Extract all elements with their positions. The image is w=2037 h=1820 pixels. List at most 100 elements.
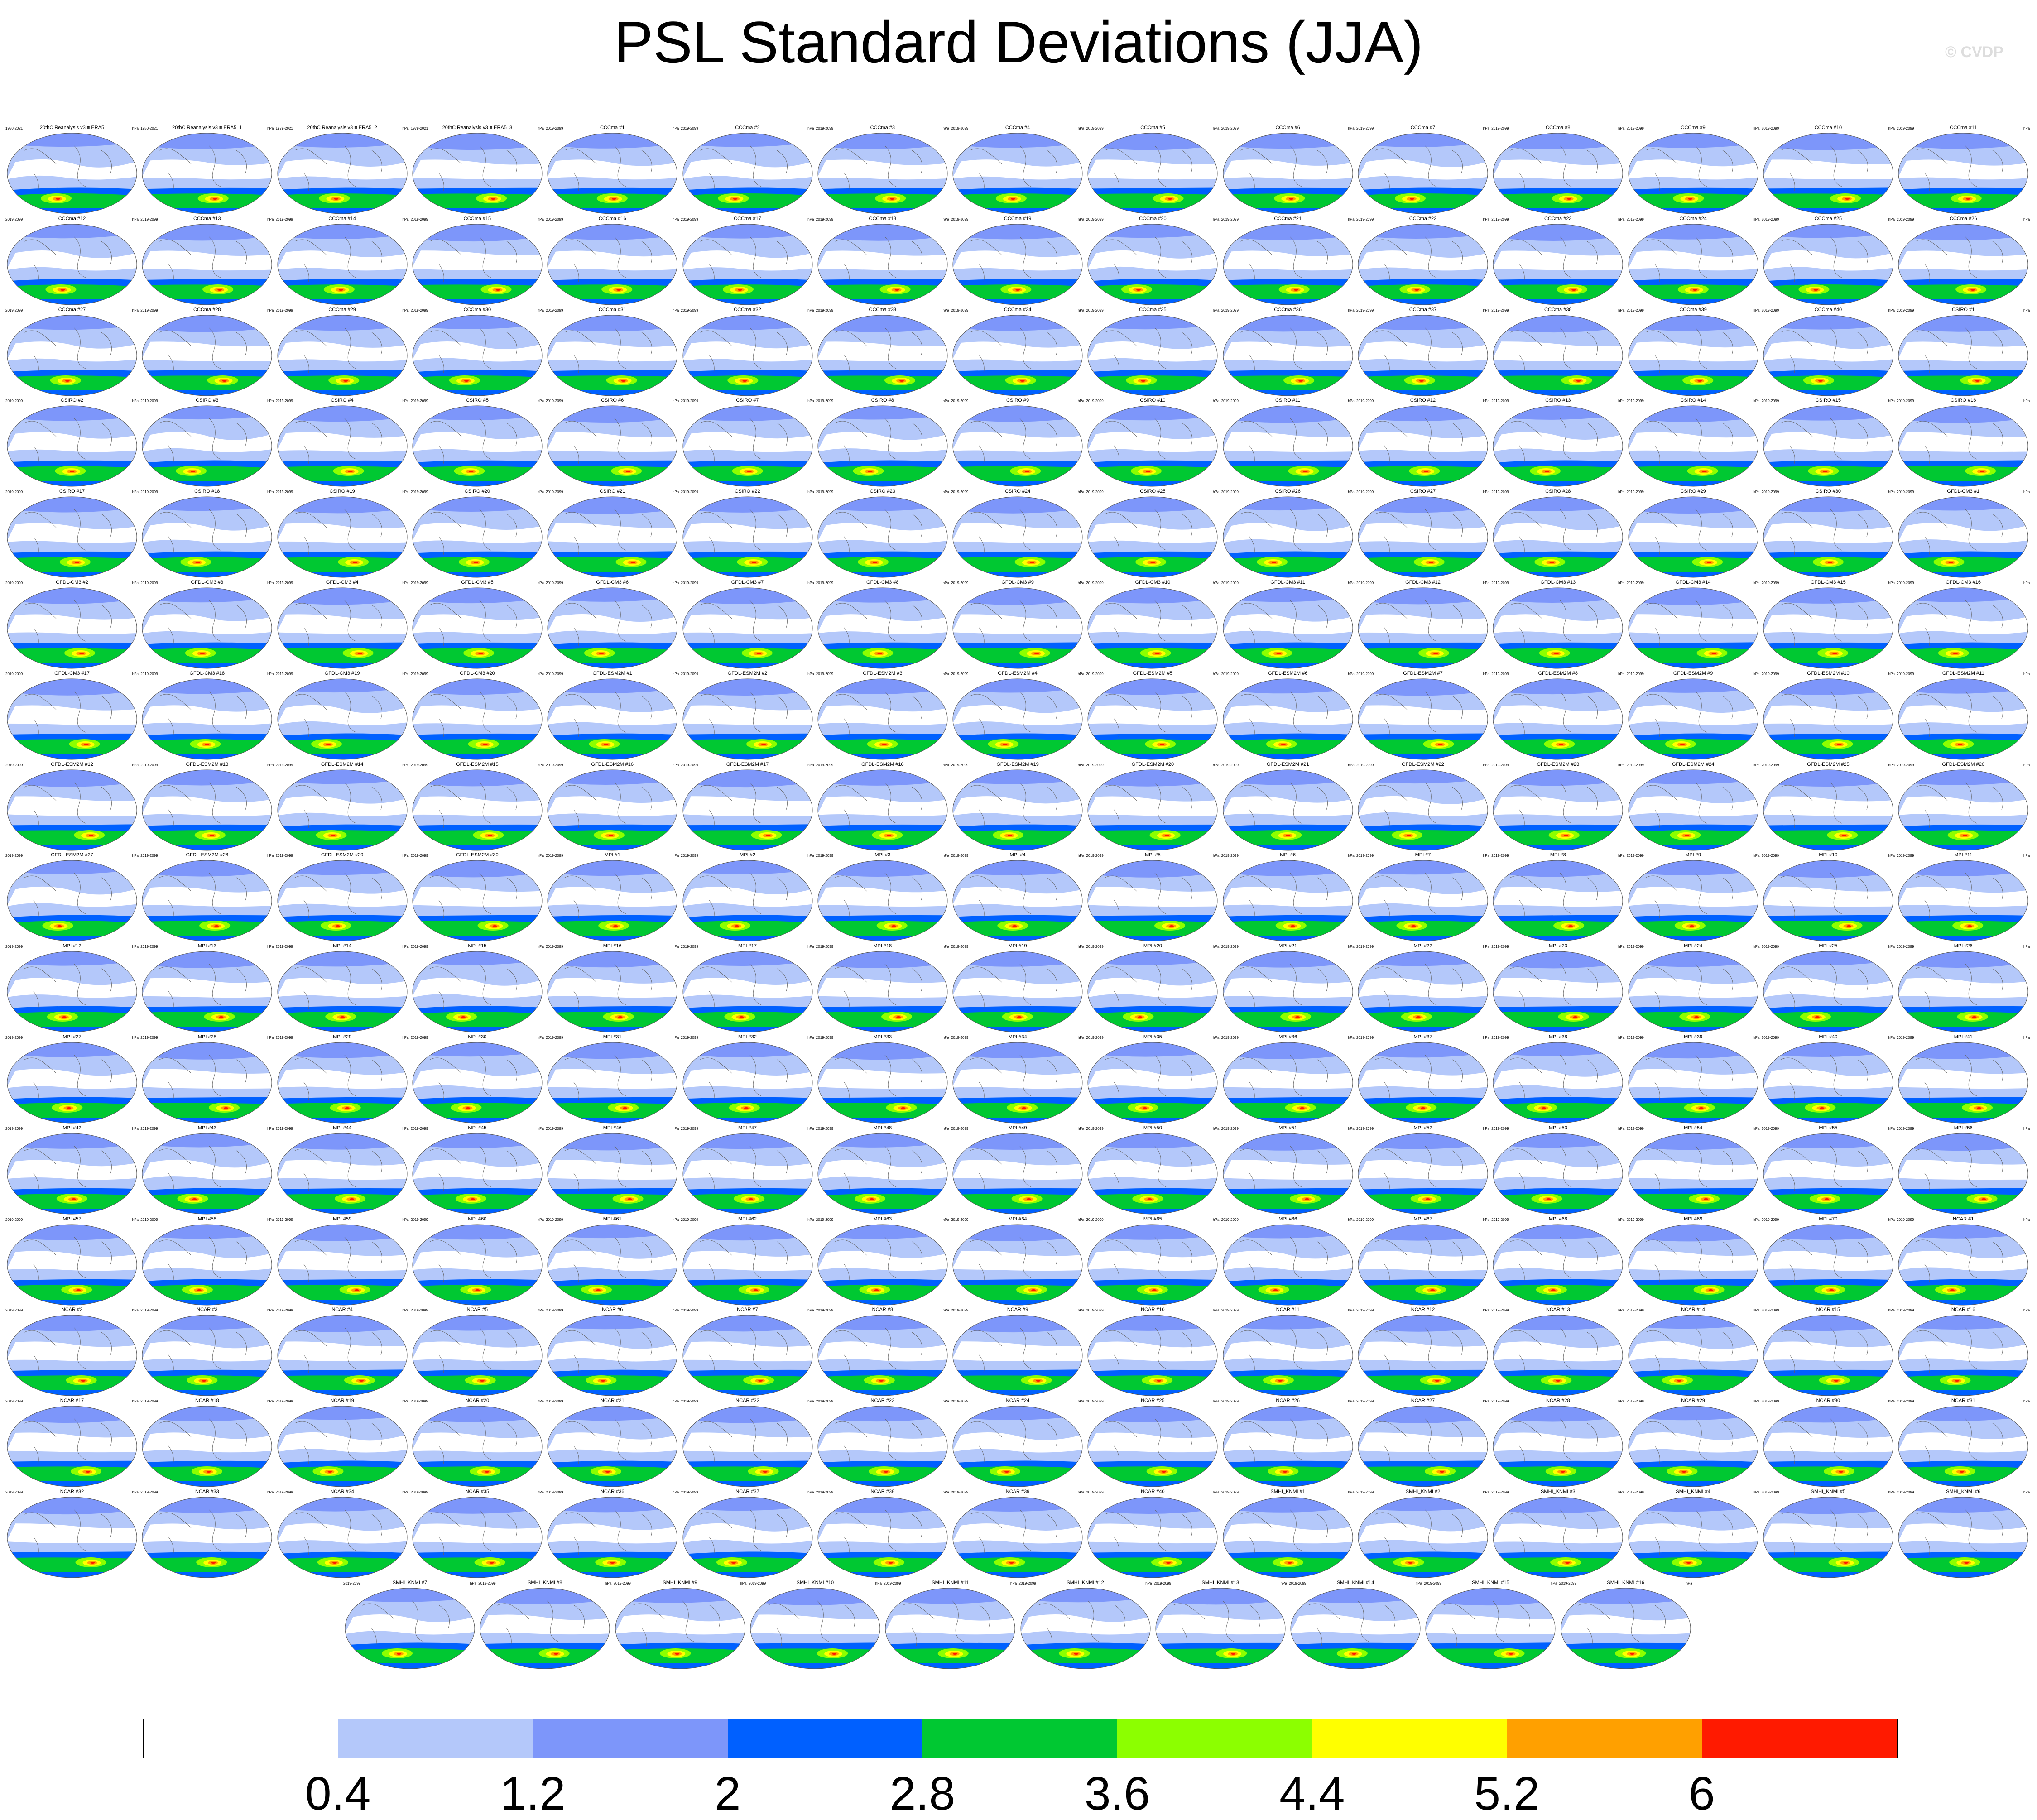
field-band-south-green [750, 1648, 880, 1664]
field-band-south-green [1898, 466, 2028, 482]
panel-units: hPa [1483, 1308, 1489, 1313]
field-max-region [1708, 1289, 1713, 1291]
panel-title: MPI #20 [1143, 943, 1162, 949]
panel-units: hPa [807, 126, 814, 130]
panel-map [1628, 1224, 1758, 1306]
panel-title: SMHI_KNMI #11 [932, 1580, 969, 1585]
panel-years: 2019-2099 [140, 945, 158, 949]
panel-title: MPI #67 [1413, 1216, 1432, 1222]
field-band-south-green [817, 466, 947, 483]
field-band-south-green [548, 648, 677, 665]
panel-units: hPa [132, 763, 139, 767]
field-band-south-green [1493, 466, 1623, 483]
panel-years: 2019-2099 [1626, 763, 1644, 767]
field-band-south-green [1493, 284, 1623, 301]
colorbar-segment [922, 1719, 1118, 1758]
panel-title: NCAR #8 [872, 1307, 894, 1313]
panel-map [952, 1133, 1083, 1215]
map-panel: CCCma #1 2019-2099 hPa [546, 125, 679, 215]
panel-units: hPa [402, 763, 409, 767]
panel-map [277, 587, 408, 669]
field-max-region [86, 1471, 91, 1473]
map-panel: 20thC Reanalysis v3 ≡ ERA5_3 1979-2021 hPa [411, 125, 544, 215]
panel-units: hPa [807, 308, 814, 312]
panel-map [817, 405, 948, 487]
map-panel: SMHI_KNMI #5 2019-2099 hPa [1762, 1489, 1895, 1579]
field-band-tropics [277, 432, 407, 452]
map-border [1628, 315, 1758, 396]
map-panel: NCAR #32 2019-2099 hPa [5, 1489, 139, 1579]
field-band-south-green [412, 193, 542, 210]
map-panel: CSIRO #4 2019-2099 hPa [276, 398, 409, 487]
panel-title: NCAR #32 [60, 1489, 84, 1494]
field-band-north [277, 1133, 407, 1150]
map-panel: CCCma #13 2019-2099 hPa [140, 216, 274, 306]
field-max-region [1829, 1289, 1834, 1291]
field-band-south-green [1223, 1194, 1353, 1210]
panel-title: GFDL-ESM2M #21 [1266, 761, 1309, 767]
panel-title: GFDL-CM3 #6 [596, 580, 629, 585]
field-max-region [1845, 198, 1850, 200]
panel-units: hPa [1213, 217, 1220, 221]
panel-map [547, 315, 677, 396]
field-band-north [1088, 769, 1218, 787]
field-max-region [396, 1652, 401, 1655]
panel-units: hPa [1348, 1036, 1355, 1040]
panel-map [1087, 315, 1218, 396]
map-border [7, 315, 137, 396]
field-band-north [7, 497, 137, 513]
field-max-region [1304, 1198, 1309, 1200]
panel-title: CCCma #39 [1679, 307, 1707, 312]
panel-title: CCCma #7 [1410, 125, 1436, 130]
map-panel: CCCma #9 2019-2099 hPa [1627, 125, 1760, 215]
map-panel: NCAR #19 2019-2099 hPa [276, 1398, 409, 1488]
field-band-tropics [1898, 614, 2028, 634]
field-max-region [1419, 379, 1424, 382]
panel-title: CSIRO #28 [1545, 489, 1571, 495]
field-band-north [1763, 860, 1893, 878]
map-panel: NCAR #23 2019-2099 hPa [816, 1398, 949, 1488]
panel-title: NCAR #23 [870, 1398, 895, 1404]
field-band-south-green [953, 648, 1083, 664]
map-border [952, 678, 1083, 760]
panel-title: NCAR #24 [1005, 1398, 1030, 1404]
panel-years: 2019-2099 [1221, 1126, 1239, 1131]
panel-map [547, 224, 677, 305]
panel-years: 2019-2099 [951, 490, 969, 495]
map-panel: CSIRO #17 2019-2099 hPa [5, 489, 139, 578]
field-band-north [817, 860, 947, 877]
panel-map [277, 1224, 408, 1306]
field-max-region [1008, 834, 1013, 836]
field-max-region [1962, 834, 1967, 836]
panel-map [1223, 1497, 1353, 1578]
panel-units: hPa [267, 490, 274, 495]
panel-map [1223, 678, 1353, 760]
field-band-south-green [1358, 739, 1488, 755]
panel-title: MPI #21 [1278, 943, 1297, 949]
map-panel: MPI #54 2019-2099 hPa [1627, 1125, 1760, 1215]
panel-map [1628, 133, 1758, 214]
panel-years: 2019-2099 [410, 217, 428, 221]
coastlines [1105, 600, 1193, 646]
panel-years: 2019-2099 [681, 1126, 698, 1131]
map-panel: CCCma #38 2019-2099 hPa [1491, 307, 1624, 397]
panel-title: MPI #24 [1684, 943, 1703, 949]
panel-units: hPa [1618, 217, 1625, 221]
panel-years: 2019-2099 [816, 308, 834, 312]
field-band-north [548, 1133, 677, 1151]
panel-units: hPa [1753, 1490, 1760, 1494]
map-border [1358, 133, 1488, 214]
panel-title: GFDL-CM3 #11 [1270, 580, 1306, 585]
panel-map [277, 1497, 408, 1578]
map-panel: CCCma #27 2019-2099 hPa [5, 307, 139, 397]
panel-units: hPa [807, 854, 814, 858]
field-band-south-green [1898, 375, 2028, 392]
coastlines [159, 145, 247, 192]
field-max-region [345, 1107, 350, 1109]
field-band-north [1898, 860, 2028, 877]
field-band-tropics [7, 523, 137, 543]
panel-title: CCCma #28 [193, 307, 221, 312]
panel-title: GFDL-CM3 #2 [56, 580, 88, 585]
panel-units: hPa [132, 308, 139, 312]
map-border [817, 678, 948, 760]
